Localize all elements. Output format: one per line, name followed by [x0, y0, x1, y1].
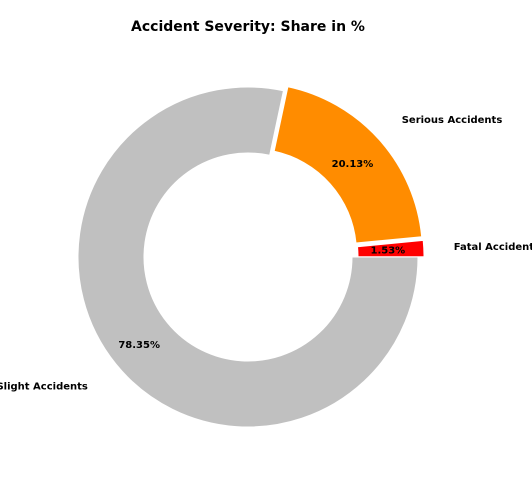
chart-title: Accident Severity: Share in % — [131, 19, 365, 35]
pct-label-fatal-accidents: 1.53% — [370, 245, 405, 256]
slice-serious-accidents — [273, 86, 423, 244]
label-serious-accidents: Serious Accidents — [402, 115, 503, 126]
label-slight-accidents: Slight Accidents — [0, 382, 88, 393]
slice-slight-accidents — [77, 86, 419, 428]
label-fatal-accidents: Fatal Accidents — [454, 242, 532, 253]
pct-label-slight-accidents: 78.35% — [118, 340, 160, 351]
slice-fatal-accidents — [356, 239, 425, 258]
pct-label-serious-accidents: 20.13% — [332, 159, 374, 170]
